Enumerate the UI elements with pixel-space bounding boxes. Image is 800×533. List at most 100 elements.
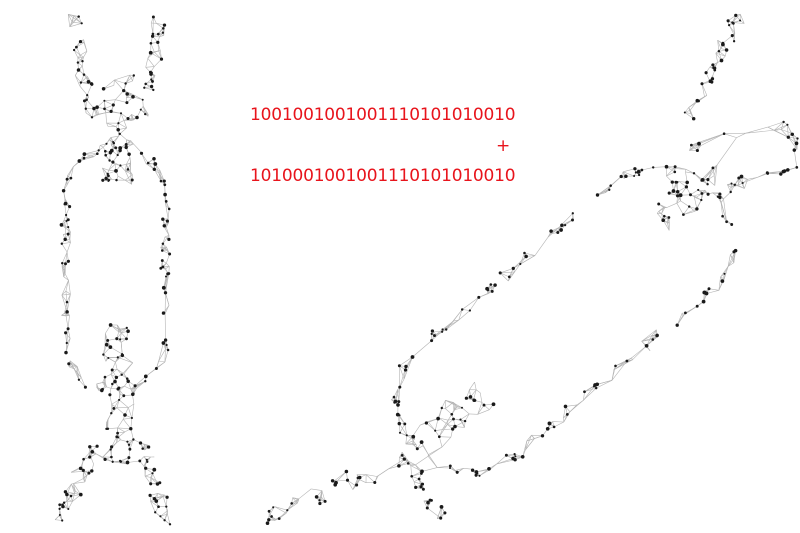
mesh-node <box>675 189 680 194</box>
mesh-node <box>118 132 121 136</box>
mesh-edge <box>150 52 162 60</box>
mesh-edge <box>119 457 130 462</box>
mesh-edge <box>67 315 70 329</box>
mesh-node <box>420 483 423 486</box>
mesh-edge <box>73 366 78 370</box>
mesh-node <box>729 190 732 194</box>
mesh-edge <box>152 16 154 34</box>
mesh-node <box>72 48 76 52</box>
mesh-edge <box>388 458 405 470</box>
mesh-edge <box>632 345 647 361</box>
mesh-edge <box>715 53 718 63</box>
mesh-edge <box>442 420 449 430</box>
mesh-edge <box>69 16 79 27</box>
mesh-edge <box>74 491 76 494</box>
mesh-node <box>148 70 153 74</box>
mesh-edge <box>143 456 151 458</box>
mesh-edge <box>474 382 477 390</box>
mesh-node <box>152 88 155 92</box>
mesh-edge <box>787 124 793 135</box>
mesh-node <box>700 82 704 86</box>
mesh-node <box>148 50 153 55</box>
mesh-edge <box>405 440 414 445</box>
mesh-node <box>97 149 100 152</box>
mesh-node <box>697 141 701 146</box>
mesh-edge <box>130 428 134 440</box>
mesh-node <box>426 500 430 505</box>
mesh-edge <box>111 111 122 114</box>
mesh-edge <box>794 150 798 168</box>
mesh-node <box>473 399 477 402</box>
mesh-node <box>675 323 679 327</box>
mesh-edge <box>347 480 354 490</box>
mesh-node <box>60 242 63 245</box>
mesh-node <box>673 165 677 169</box>
mesh-node <box>126 379 130 383</box>
mesh-edge <box>119 385 125 391</box>
mesh-edge <box>292 497 299 500</box>
mesh-edge <box>76 42 85 48</box>
mesh-edge <box>534 236 549 256</box>
mesh-edge <box>63 502 69 510</box>
mesh-edge <box>103 345 106 355</box>
mesh-node <box>141 447 144 450</box>
mesh-edge <box>73 481 85 484</box>
mesh-edge <box>427 446 443 457</box>
mesh-node <box>108 345 113 349</box>
mesh-edge <box>476 389 481 393</box>
mesh-node <box>104 176 108 181</box>
mesh-edge <box>147 58 155 67</box>
mesh-edge <box>165 266 170 269</box>
mesh-node <box>112 140 115 144</box>
mesh-node <box>130 178 134 182</box>
mesh-node <box>403 368 408 372</box>
mesh-edge <box>613 357 632 370</box>
mesh-edge <box>698 95 707 102</box>
mesh-edge <box>125 170 133 175</box>
plus-sign: + <box>495 136 510 156</box>
mesh-node <box>128 447 132 451</box>
mesh-edge <box>54 514 61 520</box>
mesh-node <box>676 194 680 198</box>
mesh-node <box>84 107 87 110</box>
mesh-edge <box>66 294 71 303</box>
mesh-node <box>436 416 440 421</box>
mesh-edge <box>723 191 731 200</box>
mesh-node <box>104 342 109 347</box>
mesh-node <box>726 19 730 23</box>
mesh-node <box>552 425 556 429</box>
mesh-node <box>151 79 154 83</box>
mesh-node <box>120 353 125 358</box>
mesh-edge <box>164 222 169 229</box>
mesh-node <box>398 431 402 434</box>
mesh-edge <box>103 382 106 386</box>
mesh-node <box>102 353 105 356</box>
mesh-edge <box>130 118 134 121</box>
mesh-edge <box>106 122 109 127</box>
mesh-edge <box>722 35 733 44</box>
mesh-edge <box>156 23 164 29</box>
mesh-edge <box>401 452 409 462</box>
mesh-node <box>439 516 443 520</box>
mesh-edge <box>85 99 87 109</box>
mesh-edge <box>160 513 168 517</box>
mesh-node <box>64 331 68 335</box>
mesh-node <box>76 68 81 72</box>
mesh-edge <box>113 399 120 409</box>
mesh-node <box>133 384 137 388</box>
mesh-node <box>58 513 61 517</box>
mesh-edge <box>441 320 454 333</box>
mesh-edge <box>676 203 684 215</box>
mesh-edge <box>154 169 162 182</box>
mesh-node <box>633 175 636 177</box>
mesh-edge <box>683 208 698 215</box>
mesh-edge <box>59 508 63 521</box>
mesh-node <box>141 98 144 101</box>
mesh-edge <box>724 132 746 134</box>
mesh-node <box>135 115 139 120</box>
mesh-node <box>149 41 153 45</box>
mesh-edge <box>118 390 121 400</box>
mesh-edge <box>80 377 86 388</box>
mesh-node <box>404 364 408 369</box>
binary-number-top: 1001001001001110101010010 <box>250 105 516 125</box>
